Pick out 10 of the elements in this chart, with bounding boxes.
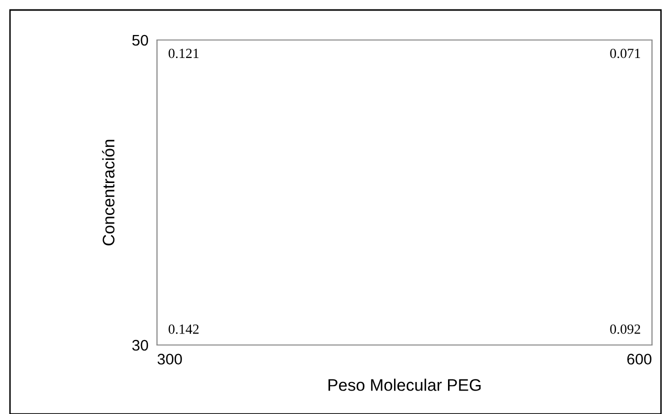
data-label: 0.092 xyxy=(610,324,640,334)
x-axis-title: Peso Molecular PEG xyxy=(328,378,481,391)
y-tick-label: 30 xyxy=(132,340,148,351)
data-label: 0.071 xyxy=(610,48,640,58)
data-label: 0.121 xyxy=(168,48,199,58)
y-tick-label: 50 xyxy=(132,34,148,46)
x-tick-label: 600 xyxy=(627,354,652,365)
y-axis-title: Concentración xyxy=(102,140,114,246)
data-label: 0.142 xyxy=(168,324,199,334)
x-tick-label: 300 xyxy=(158,354,182,365)
